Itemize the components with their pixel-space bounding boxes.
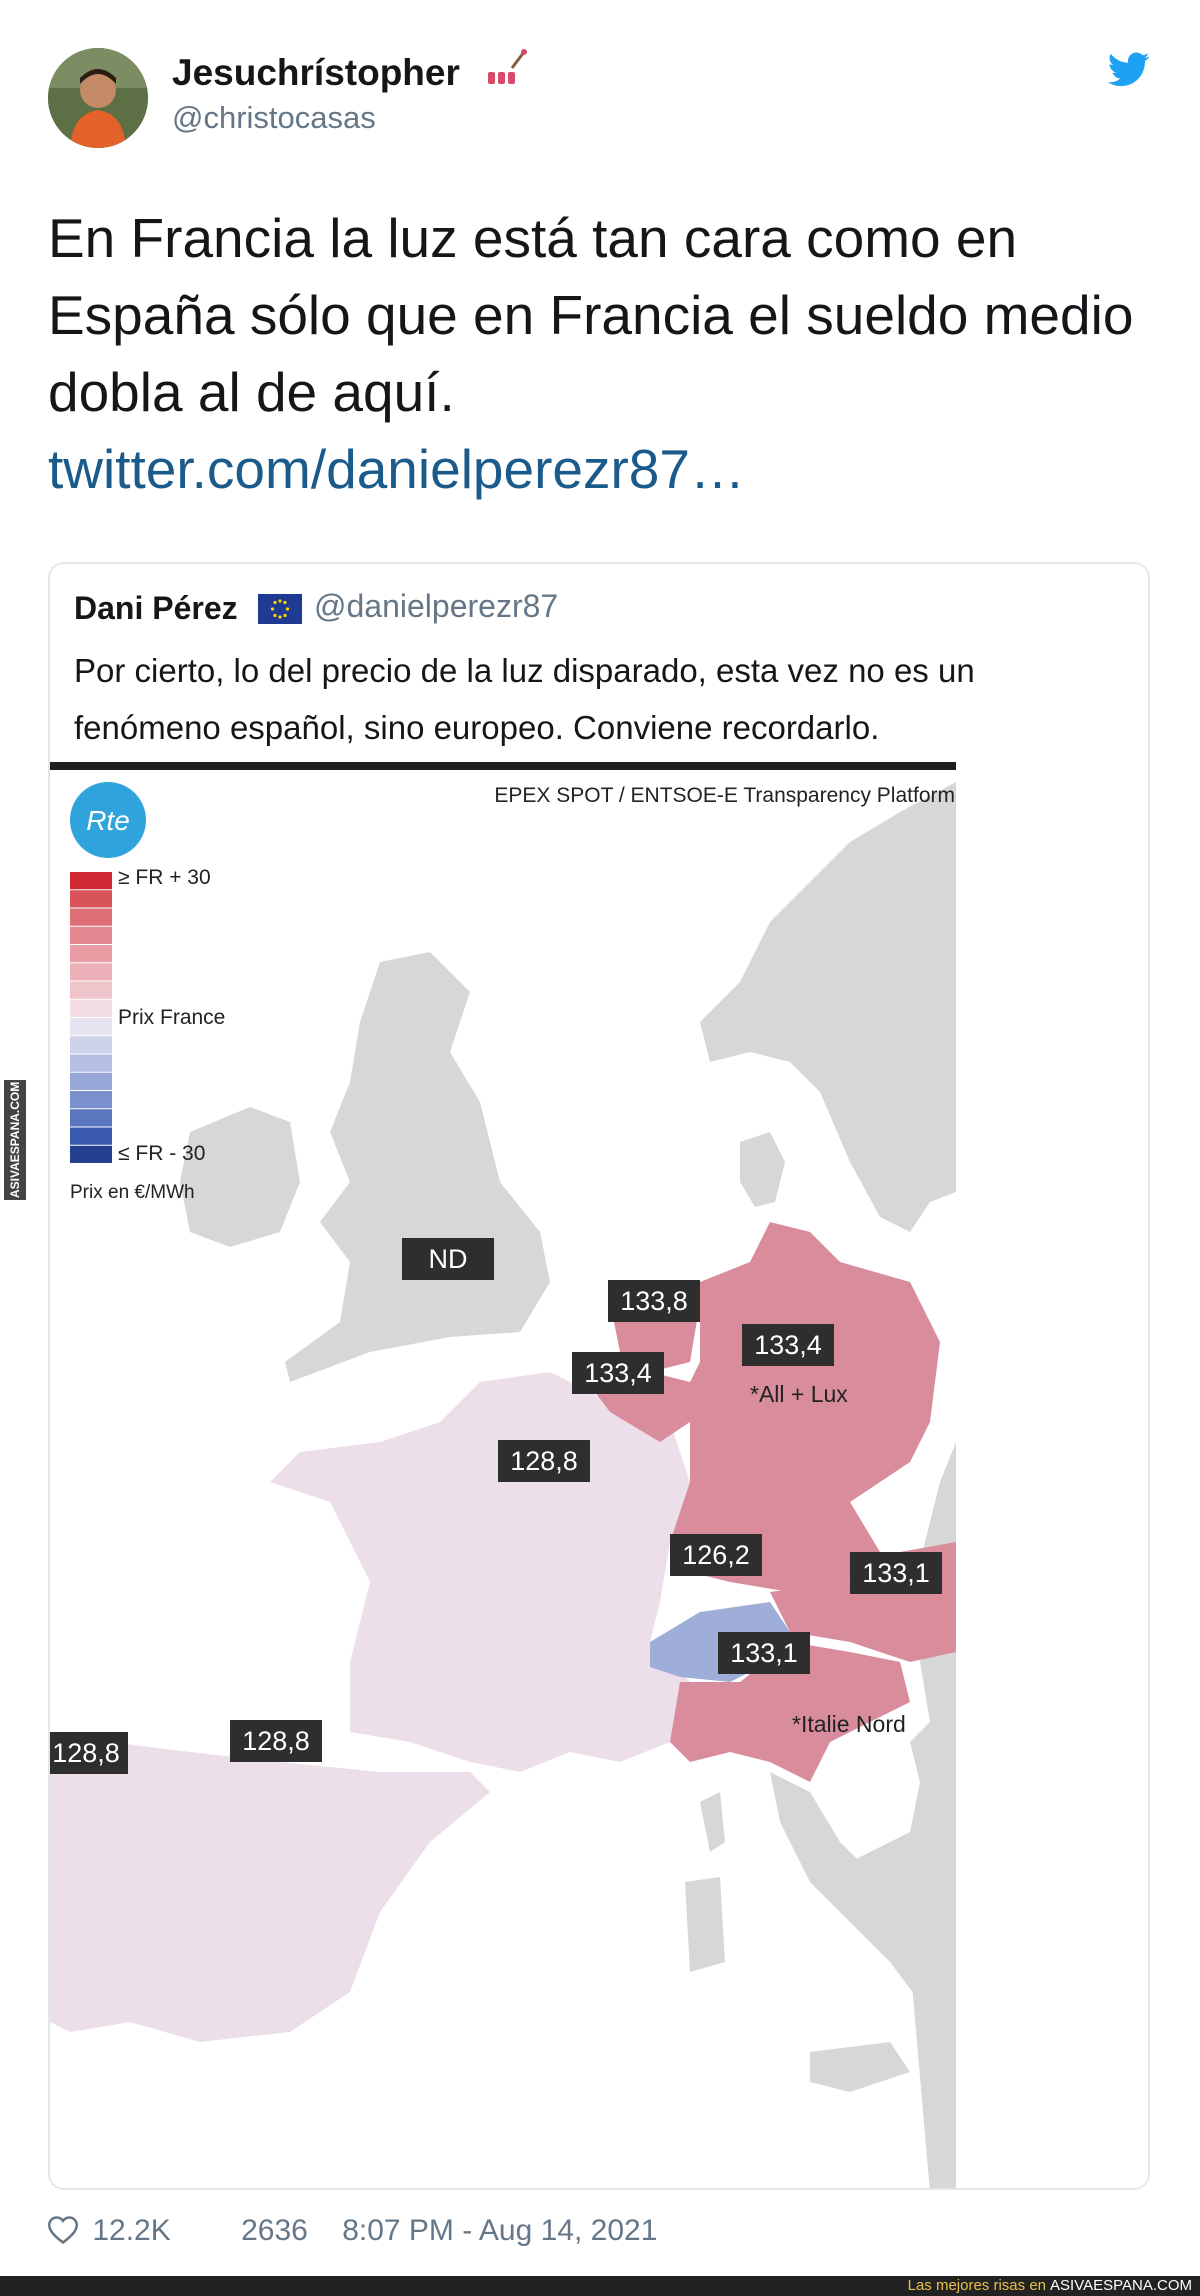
retweet-count[interactable]: 2636 (241, 2214, 308, 2247)
italy-south-shape (770, 1772, 956, 2022)
price-tag-portugal: 128,8 (50, 1732, 128, 1774)
germany-note: *All + Lux (750, 1381, 848, 1407)
quoted-tweet-text: Por cierto, lo del precio de la luz disp… (74, 652, 975, 746)
price-label-belgium: 133,4 (584, 1358, 652, 1388)
price-tag-france: 128,8 (498, 1440, 590, 1482)
legend-swatch (70, 890, 112, 908)
legend-swatch (70, 872, 112, 890)
avatar[interactable] (48, 48, 148, 148)
heart-icon[interactable] (47, 2216, 79, 2252)
legend-swatch (70, 1072, 112, 1090)
display-name[interactable]: Jesuchrístopher (172, 52, 460, 93)
legend-bottom-label: ≤ FR - 30 (118, 1142, 205, 1165)
legend-unit-label: Prix en €/MWh (70, 1182, 195, 1203)
scandinavia-shape (700, 782, 956, 1232)
avatar-image (48, 48, 148, 148)
legend-color-scale (70, 872, 112, 1163)
legend-middle-label: Prix France (118, 1006, 225, 1029)
price-label-switzerland: 126,2 (682, 1540, 750, 1570)
quoted-tweet-card[interactable]: Dani Pérez @danielperezr87 Por cierto, l… (48, 562, 1150, 2190)
legend-swatch (70, 1018, 112, 1036)
portugal-shape (50, 1802, 90, 1962)
legend-swatch (70, 981, 112, 999)
quoted-author-handle[interactable]: @danielperezr87 (314, 588, 559, 624)
spain-shape (50, 1742, 490, 2042)
legend-top-label: ≥ FR + 30 (118, 866, 211, 889)
legend-swatch (70, 945, 112, 963)
sicily-shape (810, 2042, 910, 2092)
price-tag-italy: 133,1 (718, 1632, 810, 1674)
price-tag-germany: 133,4 (742, 1324, 834, 1366)
price-tag-austria: 133,1 (850, 1552, 942, 1594)
legend-swatch (70, 926, 112, 944)
europe-electricity-price-map[interactable]: Rte EPEX SPOT / ENTSOE-E Transparency Pl… (50, 762, 956, 2188)
legend-swatch (70, 908, 112, 926)
author-handle[interactable]: @christocasas (172, 100, 376, 135)
corsica-shape (700, 1792, 725, 1852)
quoted-tweet-link[interactable]: twitter.com/danielperezr87… (48, 438, 745, 500)
price-label-spain: 128,8 (242, 1726, 310, 1756)
twitter-bird-icon[interactable] (1108, 52, 1150, 93)
legend-swatch (70, 999, 112, 1017)
legend-swatch (70, 1109, 112, 1127)
price-label-portugal: 128,8 (52, 1738, 120, 1768)
like-count[interactable]: 12.2K (92, 2214, 171, 2247)
price-label-germany: 133,4 (754, 1330, 822, 1360)
timestamp[interactable]: 8:07 PM - Aug 14, 2021 (342, 2214, 658, 2247)
germany-shape (670, 1222, 940, 1592)
italy-north-shape (670, 1642, 910, 1782)
price-label-netherlands: 133,8 (620, 1286, 688, 1316)
legend-swatch (70, 963, 112, 981)
watermark-prefix: Las mejores risas en (907, 2277, 1047, 2294)
legend-swatch (70, 1036, 112, 1054)
watermark-text: Las mejores risas en ASIVAESPANA.COM (908, 2277, 1200, 2294)
price-label-austria: 133,1 (862, 1558, 930, 1588)
legend-swatch (70, 1145, 112, 1163)
price-tag-uk: ND (402, 1238, 494, 1280)
ireland-shape (180, 1107, 300, 1247)
tweet-body: En Francia la luz está tan cara como en … (48, 207, 1134, 423)
legend-swatch (70, 1127, 112, 1145)
price-tag-netherlands: 133,8 (608, 1280, 700, 1322)
price-label-uk: ND (429, 1244, 468, 1274)
map-top-border (50, 762, 956, 770)
price-tag-switzerland: 126,2 (670, 1534, 762, 1576)
price-label-france: 128,8 (510, 1446, 578, 1476)
denmark-shape (740, 1132, 785, 1207)
rte-logo-icon (70, 782, 146, 858)
watermark-site[interactable]: ASIVAESPANA.COM (1050, 2277, 1192, 2294)
map-source: EPEX SPOT / ENTSOE-E Transparency Platfo… (494, 784, 955, 807)
quoted-author-name[interactable]: Dani Pérez (74, 590, 238, 626)
tweet-footer: 12.2K 2636 8:07 PM - Aug 14, 2021 (47, 2214, 658, 2252)
legend-swatch (70, 1091, 112, 1109)
italy-note: *Italie Nord (792, 1711, 906, 1737)
side-watermark: ASIVAESPANA.COM (4, 1080, 26, 1200)
paint-brush-emoji-icon (484, 46, 528, 95)
tweet-text: En Francia la luz está tan cara como en … (48, 200, 1158, 508)
price-label-italy: 133,1 (730, 1638, 798, 1668)
legend-swatch (70, 1054, 112, 1072)
price-tag-spain: 128,8 (230, 1720, 322, 1762)
sardinia-shape (685, 1877, 725, 1972)
eu-flag-icon (258, 594, 302, 624)
rte-logo-text: Rte (86, 805, 130, 836)
price-tag-belgium: 133,4 (572, 1352, 664, 1394)
bottom-watermark-bar: Las mejores risas en ASIVAESPANA.COM (0, 2276, 1200, 2296)
